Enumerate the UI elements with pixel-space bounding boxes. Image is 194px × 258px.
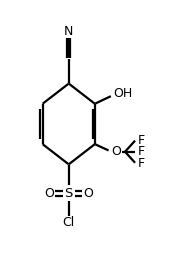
Text: F: F xyxy=(138,145,145,158)
Text: Cl: Cl xyxy=(63,216,75,229)
Text: O: O xyxy=(45,187,55,200)
Text: O: O xyxy=(83,187,93,200)
Text: O: O xyxy=(111,145,121,158)
Text: F: F xyxy=(138,134,145,147)
Text: N: N xyxy=(64,25,73,38)
Text: OH: OH xyxy=(114,87,133,100)
Text: F: F xyxy=(138,157,145,170)
Text: S: S xyxy=(65,187,73,200)
